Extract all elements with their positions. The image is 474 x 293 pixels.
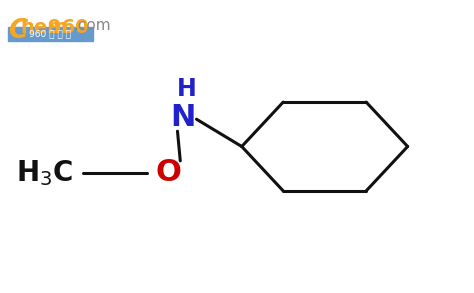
Text: 960 化 工 网: 960 化 工 网 bbox=[29, 30, 71, 38]
Text: hem: hem bbox=[20, 18, 67, 37]
Text: .com: .com bbox=[73, 18, 110, 33]
Text: H$_3$C: H$_3$C bbox=[17, 158, 73, 188]
Bar bbox=[8, 27, 93, 41]
Text: 960: 960 bbox=[48, 18, 89, 37]
Text: C: C bbox=[8, 18, 27, 44]
Text: H: H bbox=[177, 77, 196, 101]
Text: N: N bbox=[170, 103, 195, 132]
Text: O: O bbox=[155, 159, 181, 187]
